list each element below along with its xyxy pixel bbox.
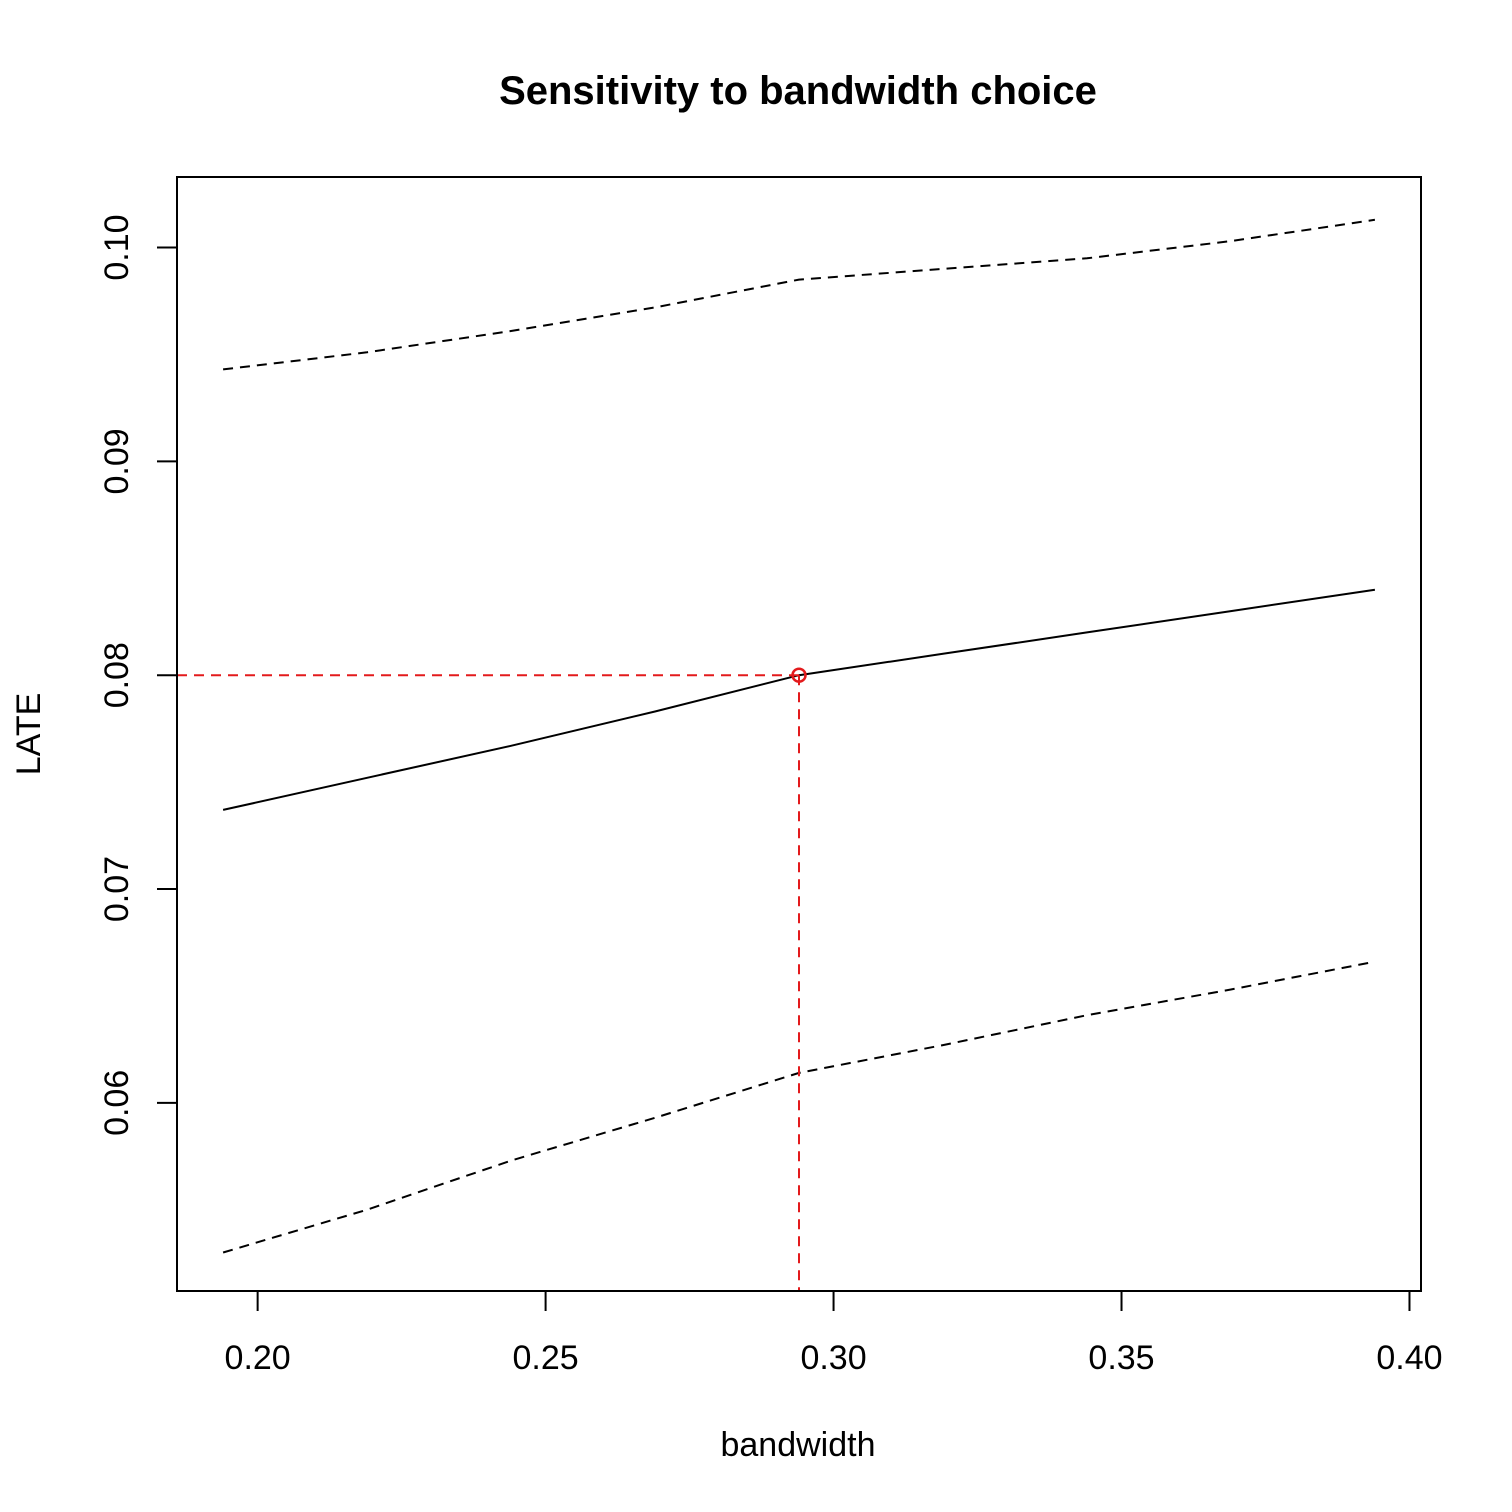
y-tick-label: 0.07 <box>98 856 136 922</box>
y-axis-label: LATE <box>10 693 48 776</box>
chart-title: Sensitivity to bandwidth choice <box>499 69 1097 113</box>
y-tick-label: 0.09 <box>98 428 136 494</box>
x-tick-label: 0.30 <box>800 1339 866 1377</box>
plot-frame <box>176 176 1422 1292</box>
x-tick-label: 0.40 <box>1376 1339 1442 1377</box>
y-tick-label: 0.08 <box>98 642 136 708</box>
series-line-upper-bound <box>222 218 1376 371</box>
x-tick-label: 0.25 <box>512 1339 578 1377</box>
x-tick-label: 0.20 <box>225 1339 291 1377</box>
x-axis-label: bandwidth <box>720 1426 875 1464</box>
y-tick-label: 0.06 <box>98 1070 136 1136</box>
x-tick-label: 0.35 <box>1088 1339 1154 1377</box>
y-tick-label: 0.10 <box>98 214 136 280</box>
highlight-point <box>791 667 807 683</box>
plot-area <box>177 218 1376 1291</box>
